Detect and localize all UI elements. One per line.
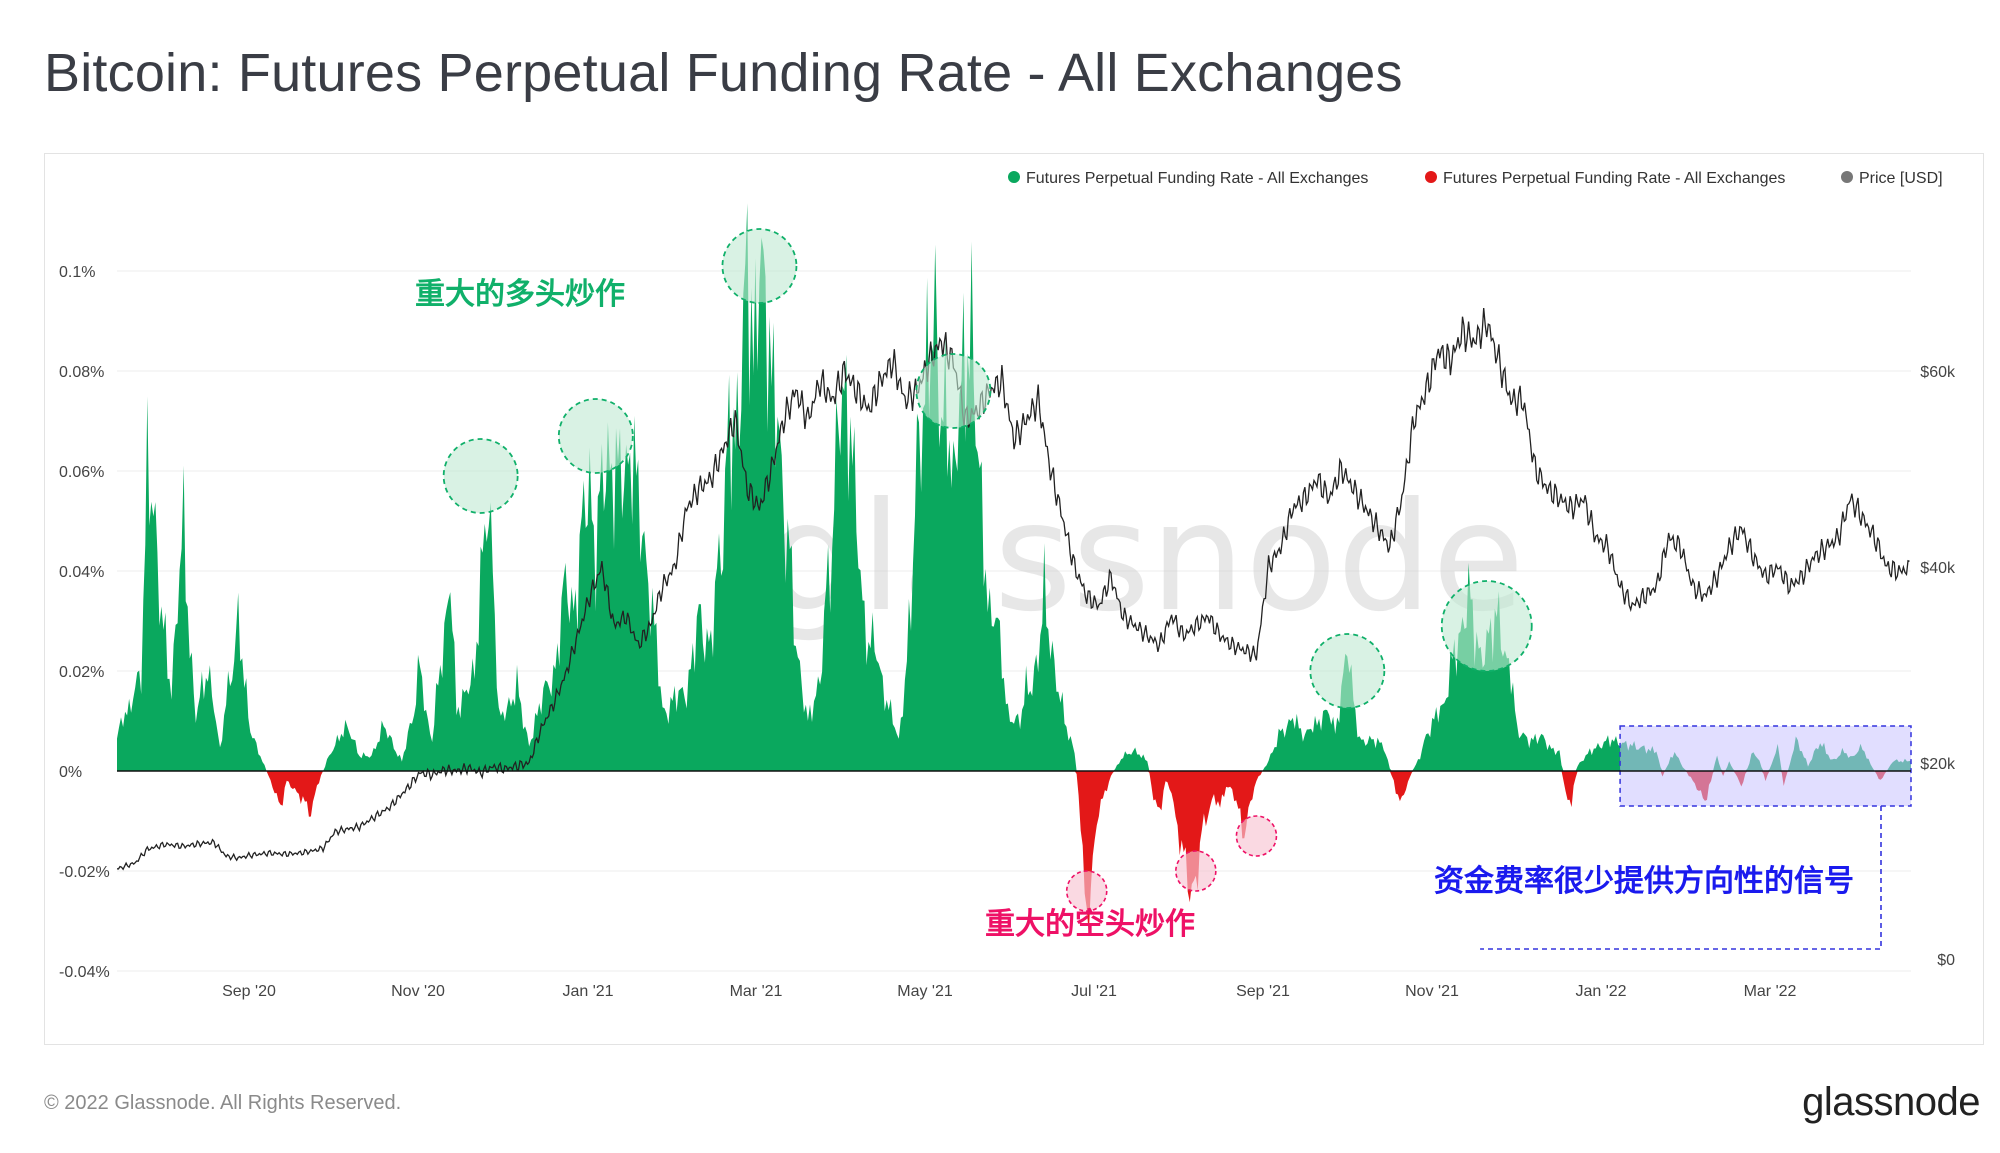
x-tick-label: Nov '20 — [391, 983, 445, 1000]
y-left-tick-label: 0.04% — [59, 564, 104, 581]
long-squeeze-circle-1 — [557, 398, 634, 474]
highlight-region — [1619, 725, 1912, 807]
x-tick-label: Sep '21 — [1236, 983, 1290, 1000]
note-connector — [1480, 806, 1882, 950]
long-squeeze-circle-0 — [442, 438, 519, 514]
x-tick-label: Mar '22 — [1744, 983, 1797, 1000]
legend-label-0: Futures Perpetual Funding Rate - All Exc… — [1026, 170, 1368, 187]
x-tick-label: May '21 — [897, 983, 953, 1000]
long-squeeze-annotation: 重大的多头炒作 — [415, 277, 625, 312]
chart-frame: glassnode 0.1% 0.08% 0.06% 0.04% 0.02% 0% -0.0… — [44, 153, 1984, 1045]
annotation-circles — [442, 228, 1882, 950]
y-right-tick-label: $0 — [1937, 952, 1955, 969]
copyright-footer: © 2022 Glassnode. All Rights Reserved. — [44, 1092, 402, 1114]
legend: Futures Perpetual Funding Rate - All Exc… — [1008, 170, 1943, 187]
y-right-tick-label: $40k — [1920, 560, 1956, 577]
legend-marker-0 — [1008, 171, 1020, 183]
x-tick-label: Nov '21 — [1405, 983, 1459, 1000]
y-axis-right: $60k $40k $20k $0 — [1920, 364, 1956, 969]
x-tick-label: Jul '21 — [1071, 983, 1117, 1000]
x-axis: Sep '20 Nov '20 Jan '21 Mar '21 May '21 Jul '… — [222, 983, 1796, 1000]
x-tick-label: Mar '21 — [730, 983, 783, 1000]
long-squeeze-circle-2 — [721, 228, 798, 304]
y-left-tick-label: 0.08% — [59, 364, 104, 381]
y-left-tick-label: 0.1% — [59, 264, 95, 281]
short-squeeze-circle-0 — [1065, 870, 1108, 912]
y-left-tick-label: 0.06% — [59, 464, 104, 481]
long-squeeze-circle-3 — [915, 353, 992, 429]
short-squeeze-circle-1 — [1175, 850, 1217, 892]
y-right-tick-label: $60k — [1920, 364, 1956, 381]
highlight-box — [1619, 725, 1912, 807]
long-squeeze-circle-4 — [1309, 633, 1386, 709]
page-title: Bitcoin: Futures Perpetual Funding Rate … — [44, 43, 1403, 103]
y-left-tick-label: 0.02% — [59, 664, 104, 681]
funding-rate-chart: glassnode 0.1% 0.08% 0.06% 0.04% 0.02% 0% -0.0… — [59, 170, 1956, 1000]
y-left-tick-label: -0.02% — [59, 864, 110, 881]
legend-label-1: Futures Perpetual Funding Rate - All Exc… — [1443, 170, 1785, 187]
legend-marker-1 — [1425, 171, 1437, 183]
annotations: 重大的多头炒作 重大的空头炒作 资金费率很少提供方向性的信号 — [415, 277, 1854, 942]
price-line — [116, 308, 1910, 871]
y-left-tick-label: 0% — [59, 764, 82, 781]
legend-marker-2 — [1841, 171, 1853, 183]
y-axis-left: 0.1% 0.08% 0.06% 0.04% 0.02% 0% -0.02% -0.04% — [59, 264, 110, 981]
y-right-tick-label: $20k — [1920, 756, 1956, 773]
watermark: glassnode — [765, 471, 1524, 645]
x-tick-label: Sep '20 — [222, 983, 276, 1000]
short-squeeze-annotation: 重大的空头炒作 — [985, 907, 1195, 942]
long-squeeze-circle-5 — [1440, 580, 1533, 672]
y-left-tick-label: -0.04% — [59, 964, 110, 981]
x-tick-label: Jan '22 — [1575, 983, 1626, 1000]
brand-logo: glassnode — [1802, 1080, 1980, 1124]
x-tick-label: Jan '21 — [562, 983, 613, 1000]
price-series-line — [116, 308, 1910, 871]
short-squeeze-circle-2 — [1235, 815, 1278, 857]
legend-label-2: Price [USD] — [1859, 170, 1943, 187]
direction-signal-annotation: 资金费率很少提供方向性的信号 — [1434, 864, 1854, 899]
funding-negative-area — [117, 771, 1911, 935]
